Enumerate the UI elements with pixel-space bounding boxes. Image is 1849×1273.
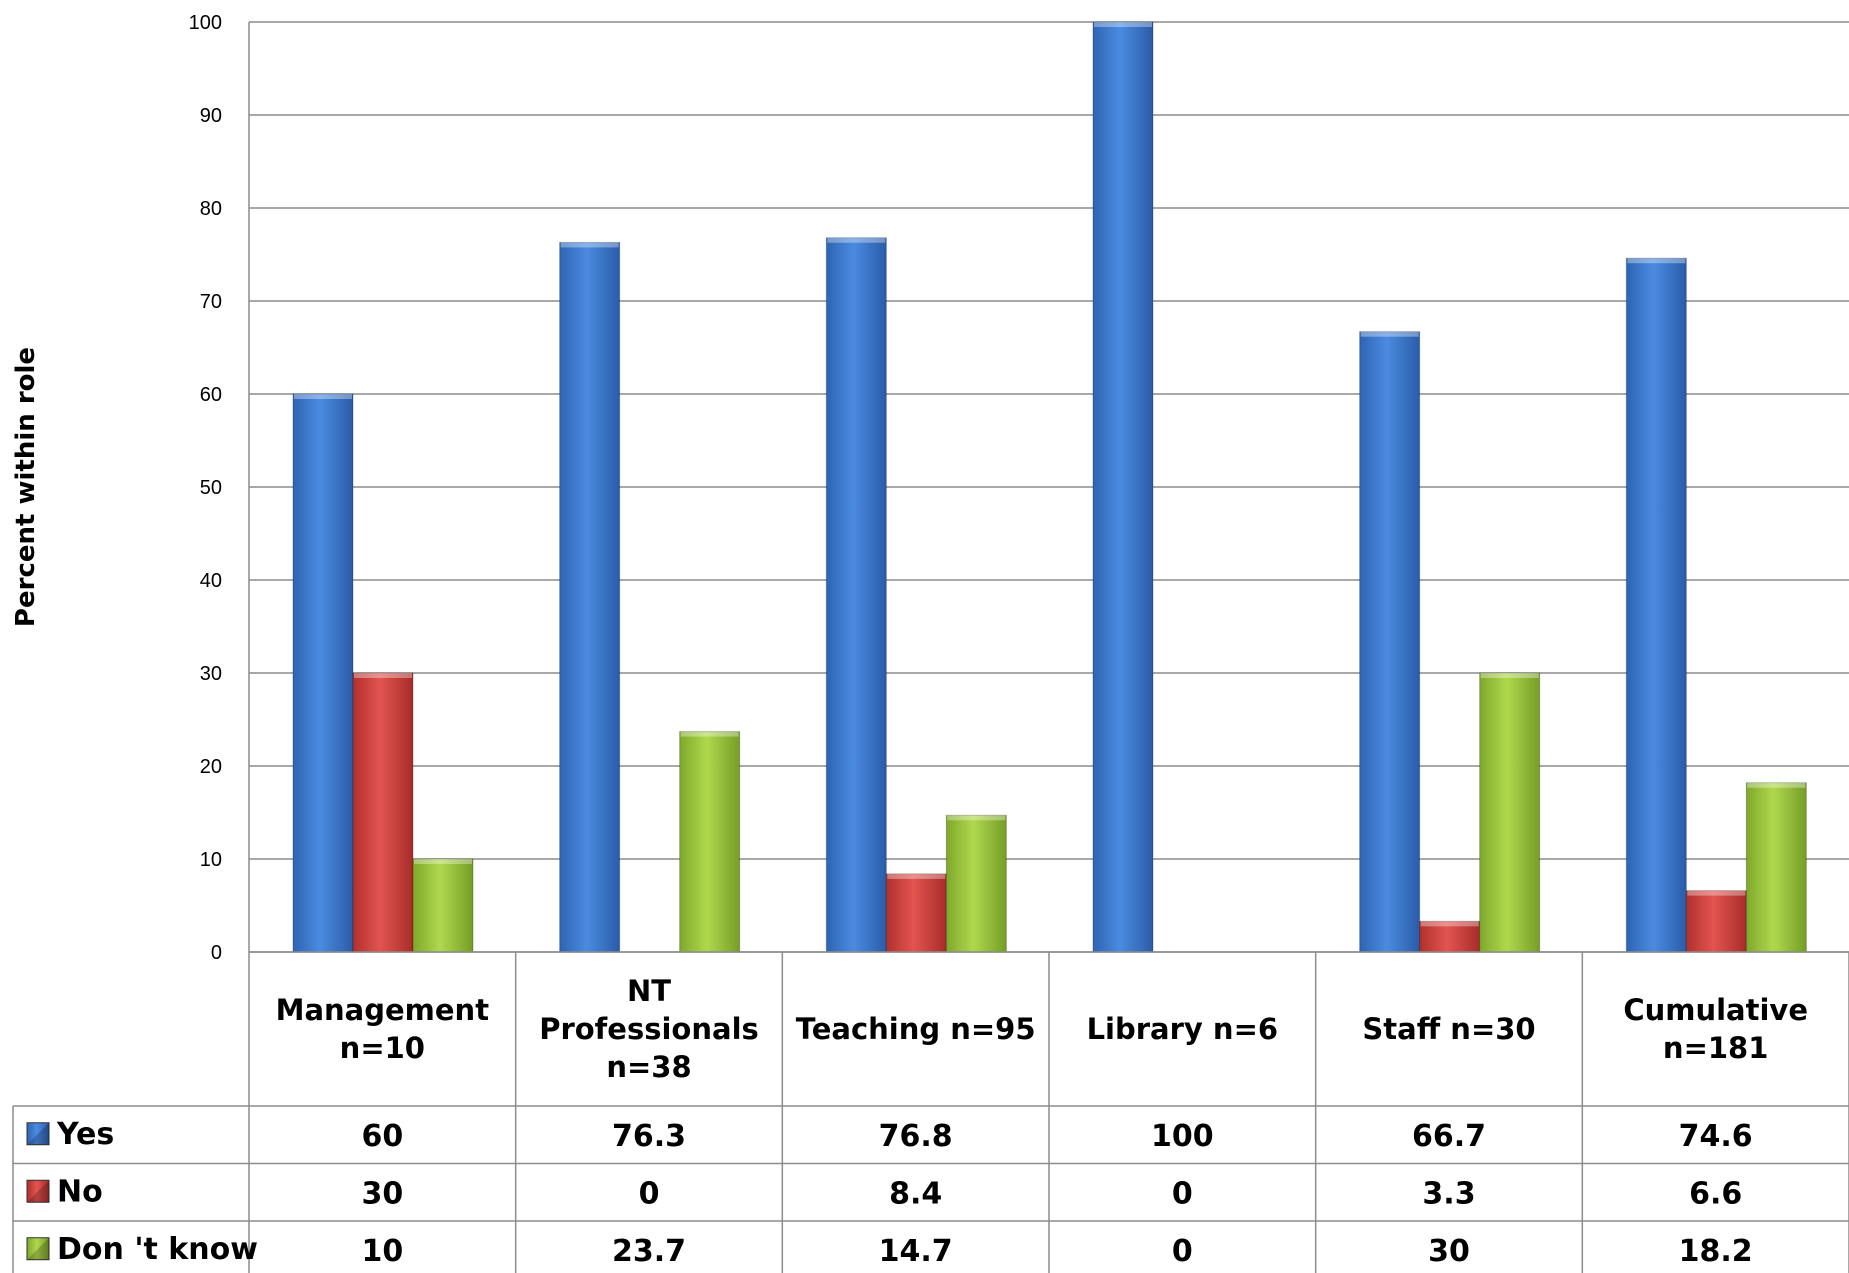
y-tick-label: 30 — [200, 663, 222, 685]
y-tick-label: 40 — [200, 570, 222, 592]
bar-cap — [1094, 22, 1152, 27]
bar-yes-2 — [825, 237, 887, 953]
bar-yes-1 — [559, 241, 621, 953]
table-cell-value: 76.8 — [879, 1119, 953, 1154]
legend-label: Don 't know — [57, 1232, 258, 1267]
category-label: NT — [627, 974, 671, 1008]
bar-cap — [680, 731, 739, 737]
y-tick-label: 50 — [200, 477, 222, 499]
bar-don-t-know-4 — [1479, 672, 1541, 953]
bar-cap — [354, 673, 412, 678]
table-cell-value: 100 — [1151, 1119, 1214, 1154]
y-tick-label: 0 — [211, 942, 222, 964]
category-label: Management — [276, 993, 490, 1027]
category-label: Library n=6 — [1087, 1012, 1278, 1046]
bar-cap — [1360, 331, 1419, 337]
bar-don-t-know-1 — [679, 731, 741, 953]
bar-cap — [947, 815, 1006, 821]
y-axis-label: Percent within role — [11, 347, 41, 627]
bar-cap — [414, 859, 472, 864]
bar-cap — [827, 237, 886, 243]
bar-cap — [1480, 673, 1539, 678]
table-cell-value: 0 — [1172, 1234, 1193, 1269]
category-label: Staff n=30 — [1362, 1012, 1535, 1046]
bar-no-5 — [1685, 890, 1747, 953]
bar-cap — [294, 394, 352, 399]
table-cell-value: 10 — [361, 1234, 403, 1269]
legend-swatch-no — [26, 1179, 50, 1203]
category-label: Professionals — [539, 1012, 759, 1046]
category-label: Cumulative — [1623, 993, 1808, 1027]
legend-swatch-shade — [27, 1237, 49, 1260]
category-label: n=181 — [1663, 1031, 1768, 1065]
table-cell-value: 66.7 — [1412, 1119, 1486, 1154]
y-tick-label: 60 — [200, 384, 222, 406]
legend-swatch-shade — [27, 1122, 49, 1145]
category-label: n=38 — [606, 1050, 691, 1084]
y-tick-label: 20 — [200, 756, 222, 778]
table-cell-value: 14.7 — [879, 1234, 953, 1269]
bar-cap — [560, 242, 619, 248]
table-cell-value: 3.3 — [1422, 1176, 1475, 1211]
bar-don-t-know-2 — [945, 814, 1007, 953]
table-cell-value: 23.7 — [612, 1234, 686, 1269]
bar-cap — [1627, 258, 1686, 264]
table-cell-value: 18.2 — [1679, 1234, 1753, 1269]
bar-cap — [1687, 890, 1746, 896]
y-tick-label: 70 — [200, 291, 222, 313]
y-tick-label: 10 — [200, 849, 222, 871]
bar-cap — [1420, 921, 1479, 927]
table-cell-value: 76.3 — [612, 1119, 686, 1154]
legend-swatch-shade — [27, 1180, 49, 1203]
y-tick-label: 80 — [200, 198, 222, 220]
legend-label: Yes — [56, 1117, 114, 1152]
bar-don-t-know-0 — [412, 858, 474, 953]
bar-no-2 — [885, 873, 947, 953]
table-cell-value: 0 — [1172, 1176, 1193, 1211]
bar-yes-0 — [292, 393, 354, 953]
y-tick-label: 90 — [200, 105, 222, 127]
bar-yes-5 — [1625, 257, 1687, 953]
table-cell-value: 0 — [639, 1176, 660, 1211]
bar-yes-3 — [1092, 21, 1154, 953]
bar-no-0 — [352, 672, 414, 953]
legend-swatch-yes — [26, 1122, 50, 1146]
bar-cap — [1747, 782, 1806, 788]
category-label: n=10 — [340, 1031, 425, 1065]
legend-label: No — [57, 1174, 103, 1209]
table-cell-value: 30 — [361, 1176, 403, 1211]
table-cell-value: 6.6 — [1689, 1176, 1742, 1211]
table-cell-value: 60 — [361, 1119, 403, 1154]
table-cell-value: 30 — [1428, 1234, 1470, 1269]
table-cell-value: 8.4 — [889, 1176, 942, 1211]
bar-yes-4 — [1359, 331, 1421, 953]
bar-cap — [887, 873, 946, 879]
table-cell-value: 74.6 — [1679, 1119, 1753, 1154]
bar-no-4 — [1419, 920, 1481, 953]
bar-don-t-know-5 — [1745, 782, 1807, 953]
legend-swatch-don-t-know — [26, 1237, 50, 1261]
y-tick-label: 100 — [189, 12, 222, 34]
category-label: Teaching n=95 — [796, 1012, 1036, 1046]
